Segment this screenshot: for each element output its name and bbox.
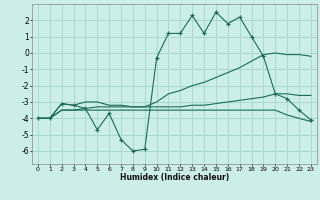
X-axis label: Humidex (Indice chaleur): Humidex (Indice chaleur) [120,173,229,182]
